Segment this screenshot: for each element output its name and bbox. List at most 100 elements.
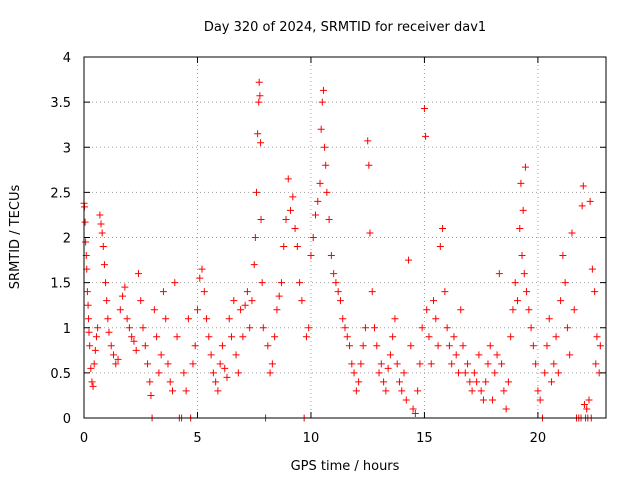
data-point: [411, 409, 419, 417]
data-point: [407, 342, 415, 350]
data-point: [254, 130, 262, 138]
data-point: [327, 252, 335, 260]
data-point: [216, 360, 224, 368]
data-point: [348, 360, 356, 368]
data-point: [282, 215, 290, 223]
data-point: [400, 369, 408, 377]
data-point: [439, 224, 447, 232]
y-tick-label: 0.5: [50, 367, 71, 382]
data-point: [259, 324, 267, 332]
data-point: [280, 243, 288, 251]
data-point: [511, 279, 519, 287]
data-point: [225, 315, 233, 323]
data-point: [552, 333, 560, 341]
data-point: [171, 279, 179, 287]
data-point: [550, 360, 558, 368]
data-point: [430, 297, 438, 305]
data-point: [89, 382, 97, 390]
data-point: [284, 175, 292, 183]
data-point: [502, 405, 510, 413]
data-point: [102, 279, 110, 287]
data-point: [355, 378, 363, 386]
data-point: [134, 270, 142, 278]
data-point: [371, 324, 379, 332]
data-point: [230, 297, 238, 305]
data-point: [365, 161, 373, 169]
data-point: [91, 346, 99, 354]
data-point: [325, 215, 333, 223]
data-point: [125, 324, 133, 332]
data-point: [180, 369, 188, 377]
data-point: [563, 324, 571, 332]
data-point: [498, 360, 506, 368]
data-point: [373, 342, 381, 350]
data-point: [98, 229, 106, 237]
y-tick-label: 2.5: [50, 186, 71, 201]
x-tick-label: 5: [193, 431, 201, 446]
data-point: [441, 288, 449, 296]
data-point: [268, 360, 276, 368]
data-point: [588, 265, 596, 273]
data-point: [257, 215, 265, 223]
data-point: [321, 143, 329, 151]
data-point: [350, 369, 358, 377]
data-point: [339, 315, 347, 323]
data-point: [287, 206, 295, 214]
data-point: [322, 161, 330, 169]
data-point: [84, 301, 92, 309]
data-point: [319, 86, 327, 94]
data-point: [116, 306, 124, 314]
data-point: [97, 220, 105, 228]
data-point: [414, 387, 422, 395]
data-point: [223, 373, 231, 381]
data-point: [368, 288, 376, 296]
data-point: [395, 378, 403, 386]
data-point: [164, 360, 172, 368]
data-point: [364, 137, 372, 145]
data-point: [493, 351, 501, 359]
data-point: [191, 342, 199, 350]
data-point: [266, 369, 274, 377]
data-point: [146, 378, 154, 386]
data-point: [99, 243, 107, 251]
data-point: [317, 125, 325, 133]
data-point: [207, 351, 215, 359]
data-point: [251, 234, 259, 241]
data-point: [486, 342, 494, 350]
data-point: [377, 360, 385, 368]
data-point: [375, 369, 383, 377]
data-point: [434, 342, 442, 350]
data-point: [507, 333, 515, 341]
data-point: [81, 218, 89, 226]
data-point: [525, 306, 533, 314]
data-point: [309, 234, 317, 241]
data-point: [277, 279, 285, 287]
data-point: [94, 324, 102, 332]
data-point: [393, 360, 401, 368]
data-point: [509, 306, 517, 314]
data-point: [166, 378, 174, 386]
data-point: [520, 270, 528, 278]
data-point: [239, 333, 247, 341]
data-point: [205, 333, 213, 341]
data-point: [443, 324, 451, 332]
data-point: [121, 283, 129, 291]
data-point: [382, 387, 390, 395]
data-point: [139, 324, 147, 332]
data-point: [448, 360, 456, 368]
data-point: [291, 224, 299, 232]
data-point: [536, 396, 544, 404]
data-point: [246, 324, 254, 332]
data-point: [90, 360, 98, 368]
data-point: [554, 369, 562, 377]
data-point: [592, 360, 600, 368]
data-point: [307, 252, 315, 260]
data-point: [386, 351, 394, 359]
data-point: [398, 387, 406, 395]
data-point: [500, 387, 508, 395]
data-point: [330, 270, 338, 278]
data-point: [517, 179, 525, 187]
data-point: [141, 342, 149, 350]
data-point: [173, 333, 181, 341]
data-point: [561, 279, 569, 287]
